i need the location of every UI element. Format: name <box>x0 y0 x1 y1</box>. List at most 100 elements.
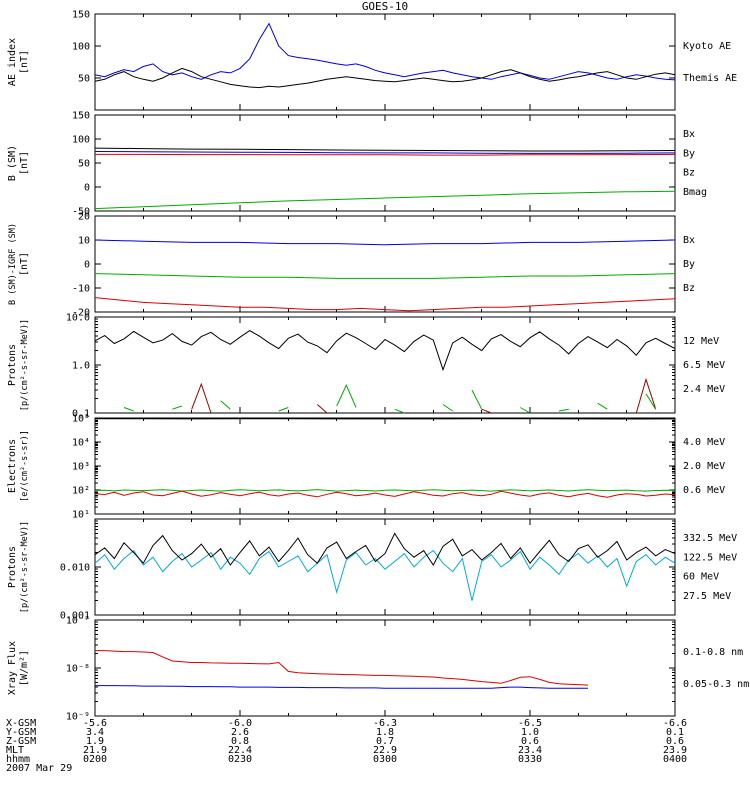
panel-ylabel: B (SM)-IGRF (SM) <box>8 223 18 305</box>
footer-value: -5.6 <box>83 718 107 729</box>
footer-value: 0300 <box>373 754 397 765</box>
series-label: 0.1-0.8 nm <box>683 647 743 658</box>
footer-value: -6.3 <box>373 718 397 729</box>
footer-value: -6.0 <box>228 718 252 729</box>
panel-ylabel: Xray Flux <box>7 641 18 695</box>
footer-value: 22.9 <box>373 745 397 756</box>
footer-row-label: Y-GSM <box>6 727 36 738</box>
series-by <box>94 273 676 279</box>
y-tick-label: -50 <box>72 207 90 218</box>
panel-box-protons-low <box>94 316 676 414</box>
y-tick-label: 10³ <box>72 462 90 473</box>
y-tick-label: 10⁻⁸ <box>66 664 90 675</box>
y-tick-label: -20 <box>72 308 90 319</box>
y-tick-label: -10 <box>72 284 90 295</box>
series-6.5-mev <box>123 383 657 414</box>
y-tick-label: 20 <box>78 212 90 223</box>
y-tick-label: 0 <box>84 260 90 271</box>
y-tick-label: 10⁻⁷ <box>66 616 90 627</box>
panel-ylabel: Protons <box>7 344 18 386</box>
y-tick-label: 100 <box>72 42 90 53</box>
footer-value: 0.6 <box>521 736 539 747</box>
y-tick-label: 50 <box>78 74 90 85</box>
panel-ylabel-units: [W/m²] <box>19 650 30 686</box>
footer-row-label: Z-GSM <box>6 736 36 747</box>
footer-value: 21.9 <box>83 745 107 756</box>
y-tick-label: 0.1 <box>72 409 90 420</box>
y-tick-label: 10⁵ <box>72 414 90 425</box>
y-tick-label: 10 <box>78 236 90 247</box>
panel-ylabel-units: [e/(cm²-s-sr)] <box>20 430 30 502</box>
series-label: 60 MeV <box>683 572 719 583</box>
footer-value: 0.1 <box>666 727 684 738</box>
footer-value: 23.9 <box>663 745 687 756</box>
series-bz <box>94 297 676 312</box>
series-label: Bz <box>683 283 695 294</box>
series-label: 122.5 MeV <box>683 552 737 563</box>
panel-box-xray-flux <box>94 619 676 717</box>
footer-value: 22.4 <box>228 745 252 756</box>
y-tick-label: 10⁻⁹ <box>66 712 90 723</box>
series-label: 12 MeV <box>683 336 719 347</box>
series-label: Kyoto AE <box>683 41 731 52</box>
series-bx <box>94 151 676 154</box>
y-tick-label: 50 <box>78 159 90 170</box>
panel-ylabel: Protons <box>7 546 18 588</box>
y-tick-label: 150 <box>72 111 90 122</box>
panel-ylabel: Electrons <box>7 439 18 493</box>
panel-ylabel-units: [nT] <box>19 252 30 276</box>
panel-box-b-sm-igrf <box>94 215 676 313</box>
series-label: 332.5 MeV <box>683 533 737 544</box>
panel-box-protons-high <box>94 518 676 616</box>
y-tick-label: 10.0 <box>66 313 90 324</box>
y-tick-label: 1.0 <box>72 361 90 372</box>
panel-ylabel-units: [nT] <box>19 50 30 74</box>
series-label: 6.5 MeV <box>683 360 725 371</box>
y-tick-label: 10² <box>72 486 90 497</box>
series-label: Bx <box>683 129 695 140</box>
footer-row-label: MLT <box>6 745 24 756</box>
y-tick-label: 0.010 <box>60 563 90 574</box>
footer-value: 23.4 <box>518 745 542 756</box>
series-by <box>94 190 676 210</box>
footer-value: 0230 <box>228 754 252 765</box>
series-label: Bz <box>683 168 695 179</box>
series-themis-ae <box>94 67 676 89</box>
footer-date: 2007 Mar 29 <box>6 763 72 774</box>
series-bmag <box>94 147 676 152</box>
y-tick-label: 0 <box>84 183 90 194</box>
series-2.4-mev <box>94 330 676 372</box>
series-label: 0.6 MeV <box>683 485 725 496</box>
footer-value: 0400 <box>663 754 687 765</box>
series-label: 0.05-0.3 nm <box>683 679 749 690</box>
plot-title: GOES-10 <box>362 0 408 13</box>
y-tick-label: 10¹ <box>72 510 90 521</box>
footer-value: 0.6 <box>666 736 684 747</box>
footer-value: 0330 <box>518 754 542 765</box>
panel-ylabel: B (SM) <box>7 145 18 181</box>
series-kyoto-ae <box>94 22 676 81</box>
panel-box-b-sm <box>94 114 676 212</box>
footer-value: -6.6 <box>663 718 687 729</box>
series-27.5-mev <box>94 532 676 566</box>
series-0.05-0.3-nm <box>95 685 588 689</box>
footer-row-label: hhmm <box>6 754 30 765</box>
series-label: Themis AE <box>683 73 737 84</box>
series-label: Bx <box>683 235 695 246</box>
panel-ylabel: AE index <box>7 38 18 86</box>
panel-ylabel-units: [p/(cm²-s-sr-MeV)] <box>20 319 30 411</box>
panel-box-ae-index <box>94 13 676 111</box>
footer-value: 1.9 <box>86 736 104 747</box>
footer-value: 0200 <box>83 754 107 765</box>
footer-value: 2.6 <box>231 727 249 738</box>
y-tick-label: 10⁴ <box>72 438 90 449</box>
series-label: 27.5 MeV <box>683 591 731 602</box>
y-tick-label: 0.001 <box>60 611 90 622</box>
series-label: 2.0 MeV <box>683 461 725 472</box>
series-label: Bmag <box>683 187 707 198</box>
series-60-mev <box>94 549 676 601</box>
footer-row-label: X-GSM <box>6 718 36 729</box>
series-bz <box>95 153 676 156</box>
